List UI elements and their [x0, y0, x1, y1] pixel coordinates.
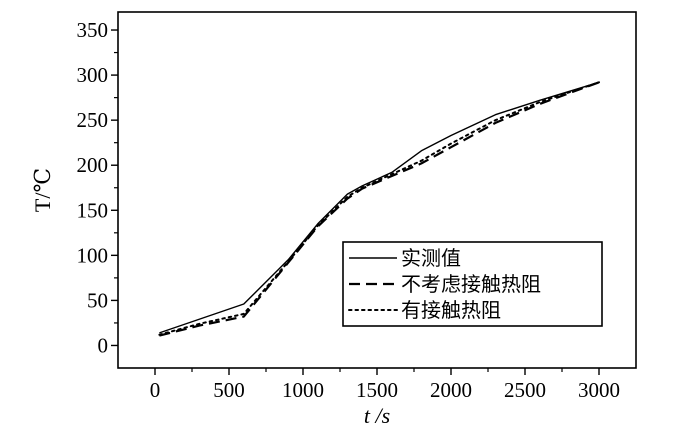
x-tick-label: 2000 [430, 378, 472, 402]
y-tick-label: 250 [77, 108, 109, 132]
series-line-3 [158, 81, 600, 336]
y-tick-label: 50 [87, 288, 108, 312]
x-tick-label: 1000 [282, 378, 324, 402]
x-axis-title: t /s [364, 403, 390, 428]
x-tick-label: 500 [213, 378, 245, 402]
y-tick-label: 350 [77, 18, 109, 42]
y-tick-label: 0 [98, 333, 109, 357]
legend-label-2: 不考虑接触热阻 [401, 273, 541, 296]
y-tick-label: 200 [77, 153, 109, 177]
y-tick-label: 100 [77, 243, 109, 267]
series-line-1 [159, 81, 600, 334]
x-tick-label: 3000 [578, 378, 620, 402]
legend-label-1: 实测值 [401, 247, 461, 270]
legend-label-3: 有接触热阻 [401, 299, 501, 322]
x-tick-label: 0 [150, 378, 161, 402]
x-tick-label: 1500 [356, 378, 398, 402]
x-tick-label: 2500 [504, 378, 546, 402]
y-tick-label: 300 [77, 63, 109, 87]
y-axis-title: T/℃ [30, 168, 55, 212]
y-tick-label: 150 [77, 198, 109, 222]
